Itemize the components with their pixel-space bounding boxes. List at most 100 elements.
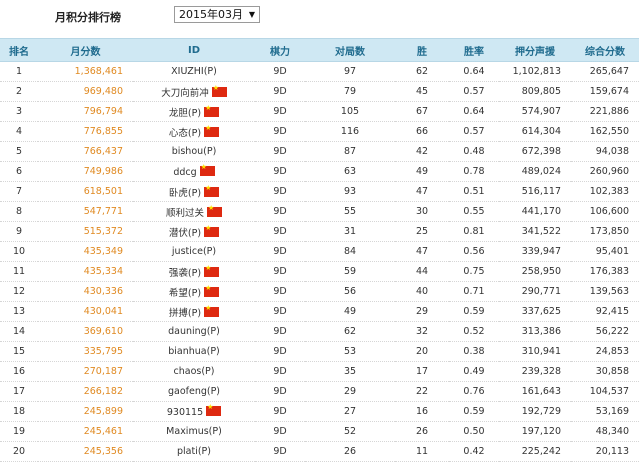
games-cell-text: 56 [343,286,357,297]
win-rate-cell-text: 0.59 [463,306,485,317]
level-cell: 9D [255,141,305,162]
player-id-cell[interactable]: gaofeng(P) [133,381,255,402]
player-id-cell-text: dauning(P) [168,326,220,337]
player-id-cell[interactable]: 930115 [133,401,255,422]
month-score-cell: 245,899 [38,401,133,422]
level-cell: 9D [255,281,305,302]
total-score-cell: 53,169 [571,401,639,422]
win-rate-cell: 0.64 [449,101,499,122]
support-cell-text: 614,304 [521,126,561,137]
table-row: 13 430,041 拼搏(P) 9D 49 29 0.59 337,625 92,415 [0,301,639,322]
player-id-cell[interactable]: 龙胆(P) [133,101,255,122]
col-games[interactable]: 对局数 [305,38,395,62]
rank-cell-text: 14 [12,326,26,337]
total-score-cell: 139,563 [571,281,639,302]
player-id-cell-text: 卧虎(P) [168,187,202,199]
player-id-cell[interactable]: 拼搏(P) [133,301,255,322]
col-id[interactable]: ID [133,38,255,62]
total-score-cell: 176,383 [571,261,639,282]
games-cell-text: 31 [343,226,357,237]
col-rank[interactable]: 排名 [0,38,38,62]
games-cell-text: 93 [343,186,357,197]
month-score-cell: 969,480 [38,81,133,102]
col-month-score[interactable]: 月分数 [38,38,133,62]
month-score-cell-text: 245,356 [83,446,123,457]
player-id-cell-text: 希望(P) [168,287,202,299]
month-score-cell: 1,368,461 [38,61,133,82]
month-score-cell-text: 435,334 [83,266,123,277]
player-id-cell[interactable]: 强袭(P) [133,261,255,282]
month-score-cell: 515,372 [38,221,133,242]
total-score-cell: 159,674 [571,81,639,102]
support-cell: 339,947 [499,241,571,262]
level-cell: 9D [255,161,305,182]
table-row: 2 969,480 大刀向前冲 9D 79 45 0.57 809,805 159,674 [0,81,639,102]
win-rate-cell-text: 0.52 [463,326,485,337]
wins-cell-text: 17 [415,366,429,377]
player-id-cell[interactable]: bianhua(P) [133,341,255,362]
total-score-cell: 30,858 [571,361,639,382]
rank-cell: 6 [0,161,38,182]
player-id-cell[interactable]: 心态(P) [133,121,255,142]
player-id-cell[interactable]: 顺利过关 [133,201,255,222]
win-rate-cell-text: 0.78 [463,166,485,177]
level-cell-text: 9D [273,106,287,117]
wins-cell: 17 [395,361,449,382]
china-flag-icon [204,184,220,197]
rank-cell-text: 17 [12,386,26,397]
table-row: 14 369,610 dauning(P) 9D 62 32 0.52 313,386 56,2… [0,321,639,342]
total-score-cell-text: 221,886 [589,106,629,117]
support-cell-text: 197,120 [521,426,561,437]
player-id-cell[interactable]: bishou(P) [133,141,255,162]
total-score-cell: 94,038 [571,141,639,162]
win-rate-cell-text: 0.57 [463,86,485,97]
player-id-cell[interactable]: 潜伏(P) [133,221,255,242]
player-id-cell[interactable]: chaos(P) [133,361,255,382]
wins-cell-text: 42 [415,146,429,157]
games-cell-text: 63 [343,166,357,177]
player-id-cell[interactable]: XIUZHI(P) [133,61,255,82]
table-row: 6 749,986 ddcg 9D 63 49 0.78 489,024 260,960 [0,161,639,182]
level-cell: 9D [255,441,305,462]
level-cell-text: 9D [273,446,287,457]
support-cell-text: 339,947 [521,246,561,257]
col-total-score[interactable]: 综合分数 [571,38,639,62]
month-score-cell-text: 766,437 [83,146,123,157]
player-id-cell[interactable]: justice(P) [133,241,255,262]
win-rate-cell-text: 0.55 [463,206,485,217]
wins-cell-text: 44 [415,266,429,277]
win-rate-cell: 0.59 [449,401,499,422]
table-row: 10 435,349 justice(P) 9D 84 47 0.56 339,947 95,4… [0,241,639,262]
support-cell: 516,117 [499,181,571,202]
level-cell: 9D [255,101,305,122]
player-id-cell[interactable]: plati(P) [133,441,255,462]
player-id-cell[interactable]: ddcg [133,161,255,182]
player-id-cell-text: 龙胆(P) [168,107,202,119]
player-id-cell[interactable]: 大刀向前冲 [133,81,255,102]
support-cell: 337,625 [499,301,571,322]
support-cell-text: 809,805 [521,86,561,97]
col-level[interactable]: 棋力 [255,38,305,62]
month-score-cell-text: 369,610 [83,326,123,337]
player-id-cell[interactable]: dauning(P) [133,321,255,342]
win-rate-cell-text: 0.59 [463,406,485,417]
col-support[interactable]: 押分声援 [499,38,571,62]
player-id-cell[interactable]: 希望(P) [133,281,255,302]
rank-cell-text: 8 [15,206,23,217]
level-cell: 9D [255,321,305,342]
level-cell-text: 9D [273,186,287,197]
total-score-cell-text: 30,858 [595,366,629,377]
player-id-cell[interactable]: 卧虎(P) [133,181,255,202]
col-win-rate[interactable]: 胜率 [449,38,499,62]
support-cell-text: 239,328 [521,366,561,377]
total-score-cell: 265,647 [571,61,639,82]
month-select[interactable]: 2015年03月 ▼ [174,6,260,23]
col-wins[interactable]: 胜 [395,38,449,62]
player-id-cell-text: plati(P) [177,446,211,457]
wins-cell-text: 47 [415,186,429,197]
top-bar: 月积分排行榜 2015年03月 ▼ [0,0,640,34]
china-flag-icon [211,84,227,97]
win-rate-cell: 0.48 [449,141,499,162]
wins-cell-text: 20 [415,346,429,357]
wins-cell-text: 62 [415,66,429,77]
